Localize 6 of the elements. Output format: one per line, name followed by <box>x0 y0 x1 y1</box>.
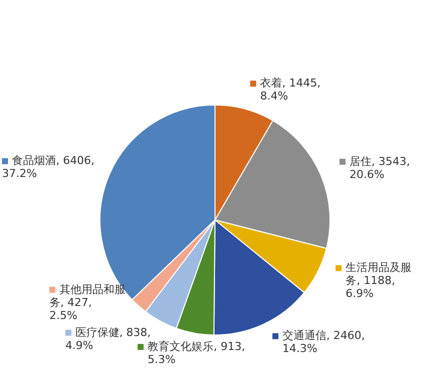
legend-label: 居住, 3543, 20.6% <box>349 154 410 181</box>
legend-label: 食品烟酒, 6406, 37.2% <box>2 154 94 180</box>
legend-label: 交通通信, 2460, 14.3% <box>282 329 365 356</box>
legend-label: 生活用品及服务, 1188, 6.9% <box>346 261 412 300</box>
legend-label: 衣着, 1445, 8.4% <box>260 76 321 103</box>
legend-label: 其他用品和服务, 427, 2.5% <box>49 282 126 322</box>
